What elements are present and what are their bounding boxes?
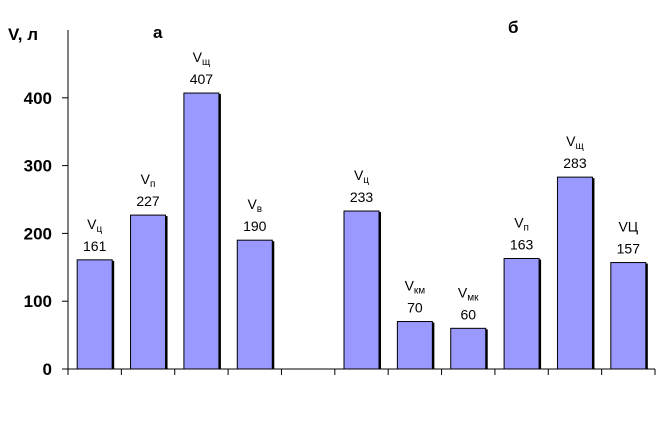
bar-name-label: Vц	[87, 216, 102, 235]
bar-name-label: Vц	[354, 167, 369, 186]
bar-name-base: V	[141, 171, 151, 187]
bar-name-subscript: п	[150, 179, 155, 190]
bar-value-label: 233	[350, 189, 374, 205]
bar	[450, 327, 487, 370]
bar-name-subscript: км	[414, 286, 425, 297]
bar-name-label: Vкм	[405, 278, 426, 297]
y-tick-label: 100	[24, 292, 52, 311]
bar-value-label: 161	[83, 238, 107, 254]
bar-name-base: V	[566, 133, 576, 149]
bar-name-subscript: ц	[363, 175, 369, 186]
y-tick-label: 400	[24, 89, 52, 108]
bar-name-base: VЦ	[618, 219, 638, 235]
y-axis-title: V, л	[8, 25, 38, 44]
bar	[556, 176, 593, 370]
bar	[610, 262, 647, 370]
bar	[343, 210, 380, 370]
bar-value-label: 157	[617, 241, 641, 257]
bar	[236, 239, 273, 370]
bar-name-subscript: мк	[467, 292, 479, 303]
y-tick-label: 0	[43, 360, 52, 379]
bar-value-label: 407	[190, 71, 214, 87]
y-tick-label: 200	[24, 224, 52, 243]
bar-name-label: Vщ	[193, 49, 211, 68]
bar-name-base: V	[354, 167, 364, 183]
bar-name-subscript: щ	[576, 141, 584, 152]
bar-name-base: V	[87, 216, 97, 232]
bar-name-subscript: п	[524, 222, 529, 233]
bars	[76, 92, 648, 370]
bar-name-base: V	[193, 49, 203, 65]
bar-value-label: 190	[243, 218, 267, 234]
bar-name-base: V	[247, 196, 257, 212]
panel-label-b: б	[508, 18, 519, 37]
bar-name-base: V	[514, 214, 524, 230]
data-labels: 161 Vц 227 Vп 407 Vщ 190 Vв 233 Vц 70 Vкм 60 Vмк 163 Vп…	[83, 49, 640, 322]
bar-value-label: 163	[510, 236, 534, 252]
bar	[396, 321, 433, 370]
bar	[503, 257, 540, 370]
bar-name-label: Vв	[247, 196, 262, 215]
bar-value-label: 70	[407, 300, 423, 316]
bar	[76, 259, 113, 370]
y-ticks: 0 100 200 300 400	[24, 89, 68, 379]
bar	[130, 214, 167, 370]
bar-name-base: V	[405, 278, 415, 294]
panel-label-a: а	[153, 23, 163, 42]
x-ticks	[67, 369, 656, 375]
bar-name-subscript: щ	[202, 57, 210, 68]
y-tick-label: 300	[24, 157, 52, 176]
bar-name-label: Vщ	[566, 133, 584, 152]
bar	[183, 92, 220, 370]
bar-value-label: 60	[460, 306, 476, 322]
bar-value-label: 227	[136, 193, 160, 209]
bar-name-subscript: ц	[96, 224, 102, 235]
bar-name-label: Vп	[141, 171, 156, 190]
bar-name-subscript: в	[257, 204, 262, 215]
bar-value-label: 283	[563, 155, 587, 171]
bar-name-label: Vмк	[458, 284, 479, 303]
bar-name-label: Vп	[514, 214, 529, 233]
bar-name-base: V	[458, 284, 468, 300]
bar-name-label: VЦ	[618, 219, 638, 235]
